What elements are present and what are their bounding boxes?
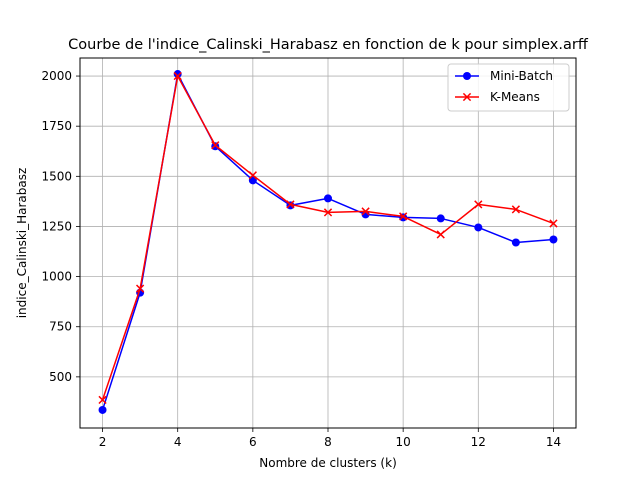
- x-tick-label: 8: [324, 435, 332, 449]
- data-point-k-means: [549, 219, 558, 228]
- data-point-mini-batch: [436, 214, 445, 223]
- data-point-k-means: [98, 395, 107, 405]
- x-axis-label: Nombre de clusters (k): [259, 456, 397, 470]
- grid: [80, 58, 576, 428]
- y-tick-label: 750: [49, 320, 72, 334]
- data-point-k-means: [173, 71, 182, 81]
- data-point-k-means: [511, 205, 521, 214]
- data-point-k-means: [135, 284, 145, 293]
- data-point-mini-batch: [511, 238, 520, 247]
- chart-title: Courbe de l'indice_Calinski_Harabasz en …: [68, 37, 589, 53]
- x-tick-label: 2: [99, 435, 107, 449]
- data-point-mini-batch: [173, 70, 182, 79]
- series-k-means: [98, 71, 558, 405]
- data-point-k-means: [286, 200, 295, 209]
- x-tick-label: 14: [546, 435, 561, 449]
- legend-label-k-means: K-Means: [490, 90, 540, 104]
- data-point-k-means: [474, 200, 483, 209]
- y-tick-label: 500: [49, 370, 72, 384]
- data-point-mini-batch: [549, 235, 558, 244]
- data-point-k-means: [399, 212, 408, 221]
- data-point-k-means: [436, 230, 445, 239]
- legend-marker-k-means: [462, 92, 472, 102]
- x-tick-label: 6: [249, 435, 257, 449]
- y-tick-label: 1500: [41, 169, 72, 183]
- y-tick-label: 1000: [41, 270, 72, 284]
- x-tick-label: 10: [396, 435, 411, 449]
- data-point-mini-batch: [98, 405, 107, 414]
- data-point-k-means: [323, 208, 333, 217]
- x-tick-label: 4: [174, 435, 182, 449]
- x-tick-label: 12: [471, 435, 486, 449]
- y-tick-label: 2000: [41, 69, 72, 83]
- legend-label-mini-batch: Mini-Batch: [490, 69, 553, 83]
- legend-marker-mini-batch: [463, 72, 471, 80]
- y-tick-label: 1250: [41, 219, 72, 233]
- legend: Mini-Batch K-Means: [447, 63, 570, 112]
- data-point-mini-batch: [324, 194, 332, 203]
- data-point-k-means: [361, 207, 370, 216]
- data-point-k-means: [211, 141, 220, 150]
- data-point-k-means: [248, 171, 257, 180]
- series-group: [98, 70, 558, 414]
- y-tick-label: 1750: [41, 119, 72, 133]
- y-axis-label: indice_Calinski_Harabasz: [15, 168, 29, 319]
- axes: 2 4 6 8 10 12 14 500 750 1000 1250 1500 1750 2000: [41, 69, 561, 449]
- data-point-mini-batch: [474, 223, 483, 232]
